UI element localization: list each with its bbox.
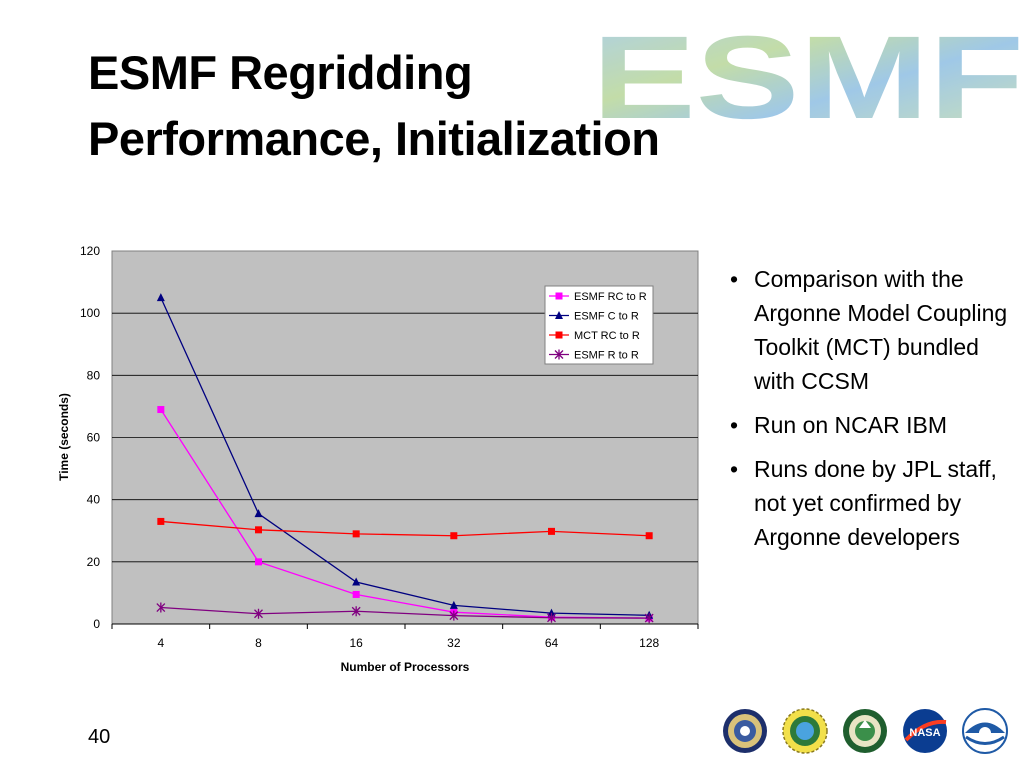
bullet-dot: •: [730, 412, 739, 438]
slide-title: ESMF Regridding Performance, Initializat…: [88, 40, 788, 172]
y-tick-label: 80: [87, 368, 101, 382]
y-tick-label: 120: [80, 244, 100, 258]
data-point-mct-rc-to-r: [352, 530, 360, 538]
noaa-logo-icon: [962, 708, 1008, 754]
x-axis-tick-labels: 4 8 16 32 64 128: [157, 636, 659, 650]
legend-label: ESMF R to R: [574, 350, 639, 362]
legend-marker-mct-rc-to-r: [555, 331, 563, 339]
data-point-esmf-rc-to-r: [157, 406, 165, 414]
nasa-logo-icon: NASA: [903, 709, 947, 753]
data-point-esmf-r-to-r: [156, 602, 166, 613]
x-tick-label: 128: [639, 636, 659, 650]
processor-time-chart: 0 20 40 60 80 100 120 4 8 16 32 64 128 Number of Pr…: [57, 244, 699, 674]
data-point-esmf-r-to-r: [449, 610, 459, 621]
x-tick-label: 8: [255, 636, 262, 650]
data-point-mct-rc-to-r: [645, 532, 653, 540]
data-point-esmf-c-to-r: [449, 600, 458, 609]
series-line-mct-rc-to-r: [160, 520, 650, 537]
bullet-item: • Runs done by JPL staff, not yet confirm…: [728, 452, 1018, 554]
slide-title-line-2: Performance, Initialization: [88, 112, 660, 165]
bullet-text: Comparison with the Argonne Model Coupli…: [754, 266, 1008, 394]
legend-marker-esmf-r-to-r: [554, 349, 564, 360]
gridlines: [112, 312, 698, 563]
x-axis-ticks: [111, 623, 699, 629]
y-tick-label: 100: [80, 306, 100, 320]
legend-label: ESMF RC to R: [574, 291, 647, 303]
bullet-dot: •: [730, 456, 739, 482]
bullet-text: Runs done by JPL staff, not yet confirme…: [754, 456, 997, 550]
slide-title-line-1: ESMF Regridding: [88, 46, 473, 99]
data-point-mct-rc-to-r: [450, 532, 458, 540]
data-point-esmf-c-to-r: [352, 577, 361, 586]
page-number: 40: [88, 726, 111, 748]
y-axis-tick-labels: 0 20 40 60 80 100 120: [80, 244, 100, 631]
esmf-logo: ESMF: [596, 30, 1024, 122]
esmf-logo-text: ESMF: [596, 30, 1024, 122]
x-axis-label: Number of Processors: [341, 660, 470, 674]
data-point-mct-rc-to-r: [548, 527, 555, 535]
data-point-esmf-r-to-r: [547, 612, 556, 623]
svg-text:NASA: NASA: [909, 727, 940, 739]
series-line-esmf-c-to-r: [160, 297, 650, 616]
data-point-mct-rc-to-r: [157, 517, 165, 525]
y-tick-label: 0: [93, 617, 100, 631]
legend-label: MCT RC to R: [574, 330, 640, 342]
bullet-item: • Run on NCAR IBM: [728, 408, 1018, 442]
bullet-dot: •: [730, 266, 739, 292]
x-tick-label: 4: [157, 636, 164, 650]
data-point-esmf-r-to-r: [351, 606, 361, 617]
data-point-esmf-c-to-r: [156, 293, 165, 302]
data-point-esmf-c-to-r: [254, 509, 263, 518]
dod-seal-icon: [723, 709, 767, 753]
data-point-esmf-rc-to-r: [255, 558, 262, 566]
chart-legend: ESMF RC to R ESMF C to R MCT RC to R ESMF R…: [544, 285, 654, 365]
bullet-text: Run on NCAR IBM: [754, 412, 948, 438]
series-line-esmf-r-to-r: [160, 606, 650, 619]
legend-marker-esmf-c-to-r: [555, 311, 563, 319]
series-mct-rc-to-r: [157, 517, 653, 540]
data-point-mct-rc-to-r: [255, 526, 262, 534]
y-tick-label: 20: [87, 555, 101, 569]
data-point-esmf-c-to-r: [547, 608, 556, 617]
bullet-list: • Comparison with the Argonne Model Coupl…: [728, 262, 1018, 564]
doe-seal-icon: [843, 709, 887, 753]
x-tick-label: 16: [349, 636, 363, 650]
data-point-esmf-r-to-r: [254, 608, 263, 619]
y-tick-label: 40: [87, 493, 101, 507]
bullet-item: • Comparison with the Argonne Model Coupl…: [728, 262, 1018, 398]
y-axis-label: Time (seconds): [57, 393, 71, 481]
x-tick-label: 32: [447, 636, 461, 650]
y-tick-label: 60: [87, 431, 101, 445]
legend-label: ESMF C to R: [574, 311, 639, 323]
data-point-esmf-r-to-r: [644, 613, 654, 624]
series-esmf-r-to-r: [156, 602, 654, 624]
series-group: [156, 293, 654, 624]
nsf-seal-icon: [782, 708, 828, 754]
x-tick-label: 64: [545, 636, 559, 650]
data-point-esmf-rc-to-r: [352, 590, 360, 598]
agency-seals: NASA: [723, 708, 1008, 754]
legend-marker-esmf-rc-to-r: [555, 292, 563, 300]
